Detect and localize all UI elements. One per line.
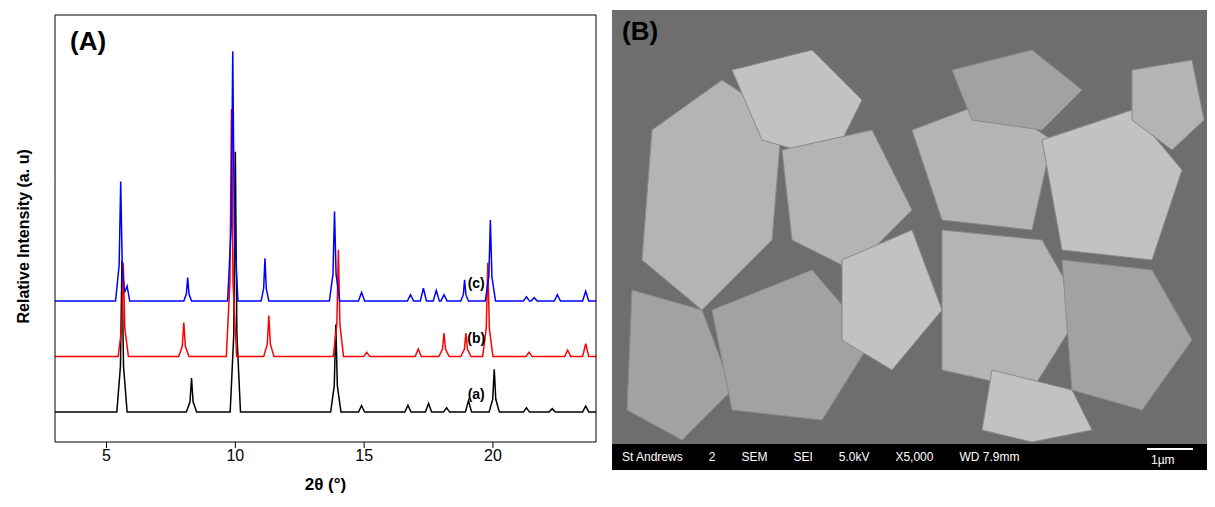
html-text:(A): (A) (70, 26, 107, 56)
svg-text:20: 20 (484, 447, 502, 464)
svg-text:(c): (c) (468, 275, 485, 291)
html-text:WD 7.9mm: WD 7.9mm (959, 450, 1020, 464)
svg-text:5: 5 (102, 447, 111, 464)
html-text:X5,000: X5,000 (895, 450, 934, 464)
html-text:St Andrews: St Andrews (622, 450, 683, 464)
html-text:(B): (B) (622, 16, 659, 46)
html-text:5.0kV: 5.0kV (838, 450, 870, 464)
svg-text:2θ (°): 2θ (°) (305, 475, 347, 494)
svg-text:Relative Intensity (a. u): Relative Intensity (a. u) (15, 149, 32, 323)
svg-text:(a): (a) (468, 386, 485, 402)
html-text:SEI: SEI (793, 450, 813, 464)
html-text:SEM: SEM (741, 450, 768, 464)
html-text:2: 2 (708, 450, 716, 464)
svg-text:10: 10 (226, 447, 244, 464)
svg-text:(b): (b) (467, 330, 485, 346)
svg-text:15: 15 (355, 447, 373, 464)
html-text:1µm: 1µm (1151, 453, 1175, 467)
